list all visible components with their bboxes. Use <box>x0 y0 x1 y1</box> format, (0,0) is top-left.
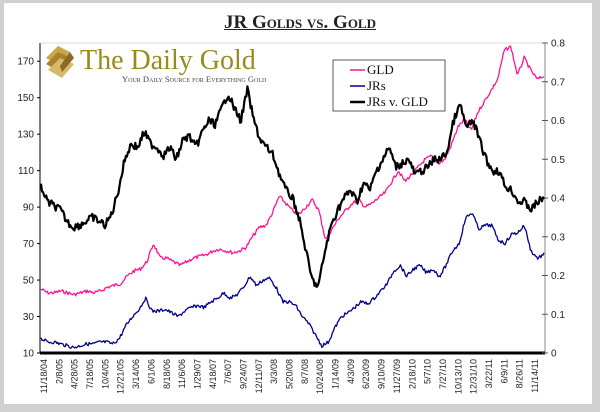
chart-title: JR Golds vs. Gold <box>0 12 600 34</box>
x-tick-label: 8/7/08 <box>300 359 310 384</box>
logo: The Daily Gold Your Daily Source for Eve… <box>46 45 267 84</box>
x-tick-label: 1/29/07 <box>192 359 202 389</box>
y-tick-label: 150 <box>17 93 34 104</box>
x-tick-label: 1/14/09 <box>331 359 341 389</box>
y2-tick-label: 0 <box>551 349 557 360</box>
y-tick-label: 110 <box>18 166 34 177</box>
x-tick-label: 11/27/09 <box>392 359 402 393</box>
y-tick-label: 70 <box>23 239 35 250</box>
x-tick-label: 8/18/06 <box>162 359 172 389</box>
x-tick-label: 10/4/05 <box>100 359 110 389</box>
logo-name: The Daily Gold <box>80 45 256 76</box>
y2-tick-label: 0.7 <box>551 77 565 88</box>
axes: 10 30 50 70 90 110 130 150 170 0 0.1 0.2 0.3 0.4 0.5 0.… <box>17 39 565 395</box>
x-tick-label: 6/9/11 <box>499 359 509 383</box>
series-line-gld <box>40 45 545 297</box>
chart-frame <box>4 3 592 404</box>
y2-tick-label: 0.2 <box>551 271 565 282</box>
y2-tick-label: 0.4 <box>551 194 565 205</box>
y2-tick-label: 0.8 <box>551 39 565 50</box>
y-tick-label: 50 <box>23 276 35 287</box>
x-tick-label: 4/28/05 <box>70 359 80 389</box>
x-tick-label: 4/3/09 <box>346 359 356 384</box>
y-tick-label: 10 <box>23 349 35 360</box>
x-tick-label: 2/8/05 <box>54 359 64 384</box>
x-tick-label: 3/14/06 <box>131 359 141 389</box>
logo-tagline: Your Daily Source for Everything Gold <box>122 74 267 84</box>
x-tick-label: 2/18/10 <box>407 359 417 389</box>
legend-label-jrs: JRs <box>367 78 386 93</box>
x-tick-label: 9/24/07 <box>238 359 248 389</box>
x-tick-label: 11/14/11 <box>530 359 540 393</box>
x-tick-label: 6/23/09 <box>361 359 371 389</box>
x-tick-label: 7/18/05 <box>85 359 95 389</box>
series-line-jrs <box>40 213 545 349</box>
series-group <box>39 45 545 349</box>
legend-label-gld: GLD <box>367 62 394 77</box>
x-tick-label: 5/7/10 <box>423 359 433 384</box>
y2-tick-label: 0.5 <box>551 155 565 166</box>
x-tick-label: 12/21/05 <box>116 359 126 394</box>
x-tick-label: 12/11/07 <box>254 359 264 393</box>
gold-bars-icon <box>46 46 74 78</box>
y2-tick-label: 0.3 <box>551 232 565 243</box>
x-tick-label: 5/20/08 <box>285 359 295 389</box>
y-tick-label: 130 <box>17 130 34 141</box>
x-tick-label: 10/24/08 <box>315 359 325 394</box>
x-tick-label: 12/31/10 <box>469 359 479 394</box>
y2-tick-label: 0.6 <box>551 116 565 127</box>
x-tick-label: 8/26/11 <box>515 359 525 388</box>
y-tick-label: 90 <box>23 203 35 214</box>
y-tick-label: 30 <box>23 312 35 323</box>
x-tick-label: 7/27/10 <box>438 359 448 389</box>
x-tick-label: 10/13/10 <box>453 359 463 394</box>
legend: GLD JRs JRs v. GLD <box>332 59 446 112</box>
x-tick-label: 9/10/09 <box>377 359 387 389</box>
series-line-jrs-v-gld <box>39 85 545 288</box>
x-tick-label: 11/18/04 <box>39 359 49 393</box>
x-tick-label: 6/1/06 <box>146 359 156 384</box>
chart-title-text: JR Golds vs. Gold <box>224 12 376 33</box>
x-tick-label: 7/6/07 <box>223 359 233 384</box>
legend-label-ratio: JRs v. GLD <box>367 94 428 109</box>
x-tick-label: 3/22/11 <box>484 359 494 388</box>
y-tick-label: 170 <box>17 57 34 68</box>
y2-tick-label: 0.1 <box>551 310 565 321</box>
x-tick-label: 11/6/06 <box>177 359 187 388</box>
x-tick-label: 3/3/08 <box>269 359 279 384</box>
x-tick-label: 4/18/07 <box>208 359 218 389</box>
